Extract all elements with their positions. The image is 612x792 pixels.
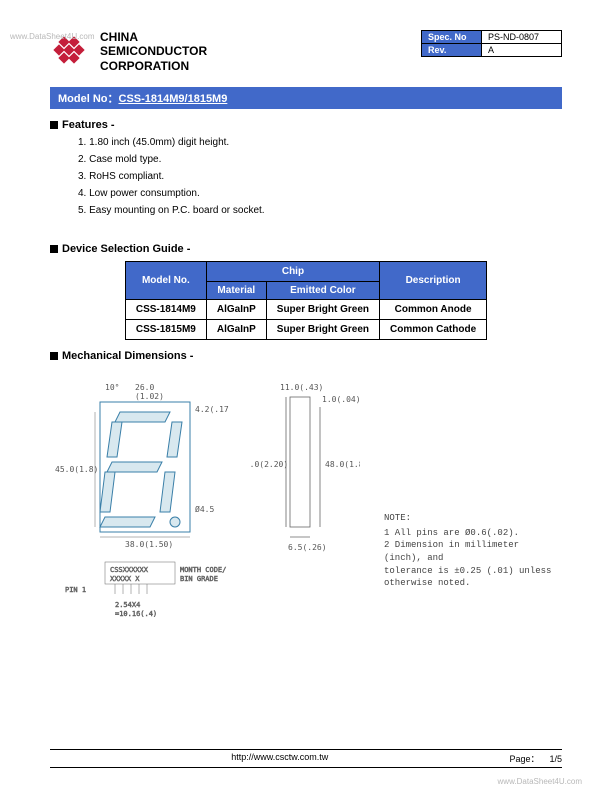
th-chip: Chip [206,262,379,282]
note-2b: tolerance is ±0.25 (.01) unless [384,565,562,578]
spec-no-value: PS-ND-0807 [482,31,562,44]
cell-color: Super Bright Green [266,300,379,320]
dim-thin: 1.0(.04) [322,395,360,404]
notes-block: NOTE: 1 All pins are Ø0.6(.02). 2 Dimens… [384,512,562,632]
feature-item: 4. Low power consumption. [78,188,562,199]
th-material: Material [206,282,266,300]
bin-grade-label: BIN GRADE [180,575,218,583]
dim-angle: 10° [105,383,119,392]
front-view-drawing: 10° 26.0 (1.02) 4.2(.17) 45.0(1.8) Ø4.5 … [50,372,230,632]
cell-desc: Common Cathode [380,320,487,340]
dim-topoff: 11.0(.43) [280,383,323,392]
selection-table: Model No. Chip Description Material Emit… [125,261,487,340]
dim-hole: Ø4.5 [195,504,214,514]
spec-table: Spec. No PS-ND-0807 Rev. A [421,30,562,57]
features-list: 1. 1.80 inch (45.0mm) digit height. 2. C… [50,137,562,216]
selection-heading: Device Selection Guide - [50,243,562,255]
spec-no-label: Spec. No [422,31,482,44]
th-color: Emitted Color [266,282,379,300]
table-row: CSS-1815M9 AlGaInP Super Bright Green Co… [125,320,486,340]
dim-height: 45.0(1.8) [55,465,98,474]
mechanical-drawings: 10° 26.0 (1.02) 4.2(.17) 45.0(1.8) Ø4.5 … [50,372,562,632]
square-bullet-icon [50,352,58,360]
notes-title: NOTE: [384,512,562,525]
mech-heading-text: Mechanical Dimensions - [62,350,193,362]
selection-heading-text: Device Selection Guide - [62,243,190,255]
side-view-drawing: 11.0(.43) 1.0(.04) 56.0(2.20) 48.0(1.89)… [250,372,360,572]
company-name: CHINA SEMICONDUCTOR CORPORATION [100,30,207,73]
model-bar: Model No：CSS-1814M9/1815M9 [50,87,562,109]
rev-label: Rev. [422,44,482,57]
cell-desc: Common Anode [380,300,487,320]
page-num: 1/5 [549,754,562,764]
page-label: Page： [509,754,539,764]
dim-basew: 6.5(.26) [288,543,327,552]
pitch1: 2.54X4 [115,601,140,609]
dim-totalh: 56.0(2.20) [250,460,288,469]
cell-model: CSS-1814M9 [125,300,206,320]
features-heading: Features - [50,119,562,131]
model-prefix: Model No： [58,93,119,105]
feature-item: 1. 1.80 inch (45.0mm) digit height. [78,137,562,148]
note-2c: otherwise noted. [384,577,562,590]
square-bullet-icon [50,121,58,129]
cell-material: AlGaInP [206,320,266,340]
features-heading-text: Features - [62,119,115,131]
dim-topw-in: (1.02) [135,392,164,401]
dim-width: 38.0(1.50) [125,540,173,549]
square-bullet-icon [50,245,58,253]
dim-segw: 4.2(.17) [195,405,230,414]
feature-item: 2. Case mold type. [78,154,562,165]
th-desc: Description [380,262,487,300]
footer-url: http://www.csctw.com.tw [231,752,328,765]
watermark-top: www.DataSheet4U.com [10,32,94,41]
model-text: CSS-1814M9/1815M9 [119,93,228,105]
pin1-label: PIN 1 [65,586,86,594]
rev-value: A [482,44,562,57]
header: CHINA SEMICONDUCTOR CORPORATION Spec. No… [50,30,562,73]
th-model: Model No. [125,262,206,300]
feature-item: 5. Easy mounting on P.C. board or socket… [78,205,562,216]
company-line3: CORPORATION [100,59,207,73]
watermark-bottom: www.DataSheet4U.com [498,777,582,786]
pkg-line1: CSSXXXXXX [110,566,149,574]
dim-topw: 26.0 [135,383,154,392]
mech-heading: Mechanical Dimensions - [50,350,562,362]
cell-color: Super Bright Green [266,320,379,340]
cell-model: CSS-1815M9 [125,320,206,340]
footer: http://www.csctw.com.tw Page： 1/5 [50,749,562,768]
note-1: 1 All pins are Ø0.6(.02). [384,527,562,540]
company-line1: CHINA [100,30,207,44]
pkg-line2: XXXXX X [110,575,140,583]
note-2a: 2 Dimension in millimeter (inch), and [384,539,562,564]
month-code-label: MONTH CODE/ [180,566,226,574]
cell-material: AlGaInP [206,300,266,320]
company-line2: SEMICONDUCTOR [100,44,207,58]
table-row: CSS-1814M9 AlGaInP Super Bright Green Co… [125,300,486,320]
pitch2: =10.16(.4) [115,610,157,618]
dim-bodyh: 48.0(1.89) [325,460,360,469]
feature-item: 3. RoHS compliant. [78,171,562,182]
